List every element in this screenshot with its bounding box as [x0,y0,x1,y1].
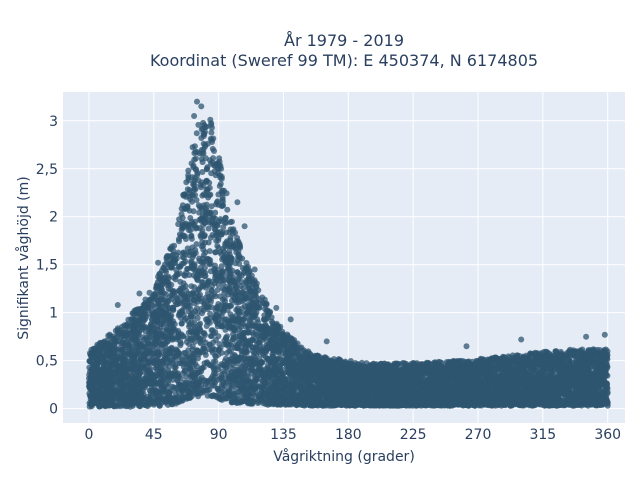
data-point [195,121,202,128]
data-point [193,130,200,137]
data-point [212,249,219,256]
data-point [193,241,200,248]
data-point [192,155,199,162]
data-point [169,376,176,383]
data-point [208,203,215,210]
data-points [86,98,611,410]
chart-title-line2: Koordinat (Sweref 99 TM): E 450374, N 61… [150,51,538,70]
data-point [176,216,183,223]
data-point [221,187,227,194]
data-point [209,232,216,238]
data-point [211,148,217,154]
data-point [229,336,236,343]
data-point [208,129,215,136]
data-point [193,197,200,203]
data-point [207,310,214,317]
chart-title-line1: År 1979 - 2019 [284,31,404,50]
data-point [205,225,212,232]
data-point [185,167,192,174]
data-point [299,347,306,354]
data-point [214,287,221,293]
data-point [231,352,238,358]
data-point [255,287,262,294]
data-point [220,224,227,231]
